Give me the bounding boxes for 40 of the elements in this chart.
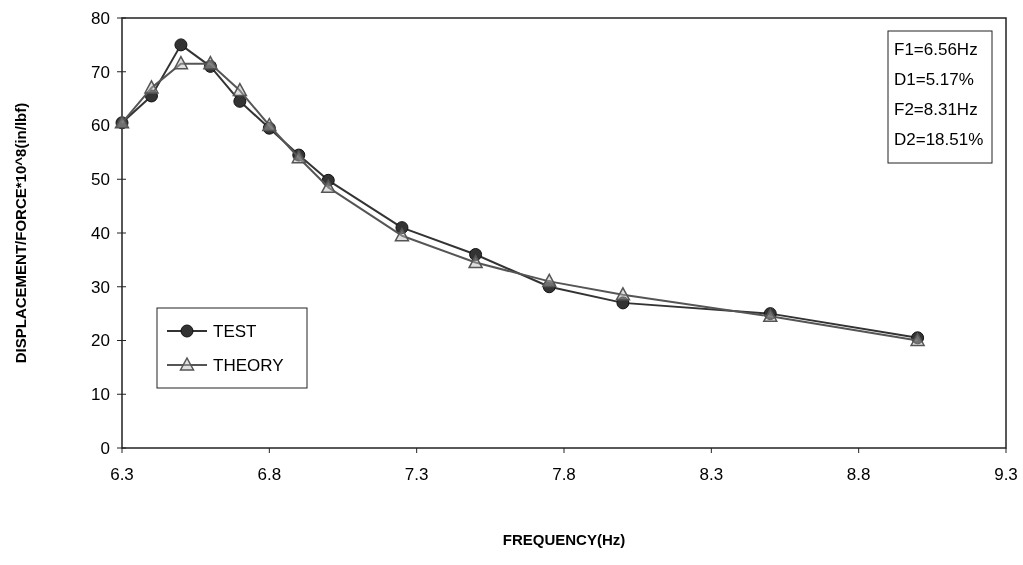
- x-tick-label: 7.8: [552, 465, 576, 484]
- legend-label: THEORY: [213, 355, 284, 375]
- x-axis-title: FREQUENCY(Hz): [502, 531, 626, 548]
- y-tick-label: 70: [91, 62, 110, 82]
- annotation: F1=6.56Hz: [894, 40, 978, 59]
- point: [173, 55, 189, 70]
- point: [395, 221, 409, 235]
- y-axis-title: DISPLACEMENT/FORCE*10^8(in/lbf): [12, 102, 29, 364]
- x-tick-label: 6.3: [110, 465, 134, 484]
- point: [542, 280, 556, 294]
- point: [616, 296, 630, 310]
- point: [615, 287, 631, 301]
- annotation: F2=8.31Hz: [894, 100, 978, 119]
- point: [174, 38, 188, 52]
- y-tick-label: 20: [91, 331, 110, 351]
- y-tick-label: 10: [91, 385, 110, 405]
- y-tick-label: 0: [100, 438, 110, 458]
- annotation: D1=5.17%: [894, 70, 974, 89]
- x-tick-label: 8.8: [846, 465, 871, 484]
- point: [321, 179, 336, 194]
- point: [232, 82, 248, 97]
- point: [262, 117, 277, 132]
- x-tick-label: 9.3: [994, 465, 1018, 484]
- y-tick-label: 30: [91, 277, 110, 297]
- point: [542, 273, 557, 288]
- y-tick-label: 40: [91, 223, 110, 243]
- y-tick-label: 60: [91, 116, 110, 136]
- point: [233, 94, 247, 108]
- x-tick-label: 8.3: [699, 465, 724, 484]
- y-tick-label: 50: [91, 170, 110, 190]
- x-tick-label: 7.3: [404, 465, 429, 484]
- annotation: D2=18.51%: [894, 130, 984, 149]
- y-tick-label: 80: [91, 8, 110, 28]
- x-tick-label: 6.8: [257, 465, 282, 484]
- point: [144, 80, 159, 94]
- point: [394, 227, 410, 242]
- point: [203, 55, 218, 70]
- point: [468, 254, 483, 269]
- point: [469, 248, 483, 261]
- legend-label: TEST: [213, 321, 257, 341]
